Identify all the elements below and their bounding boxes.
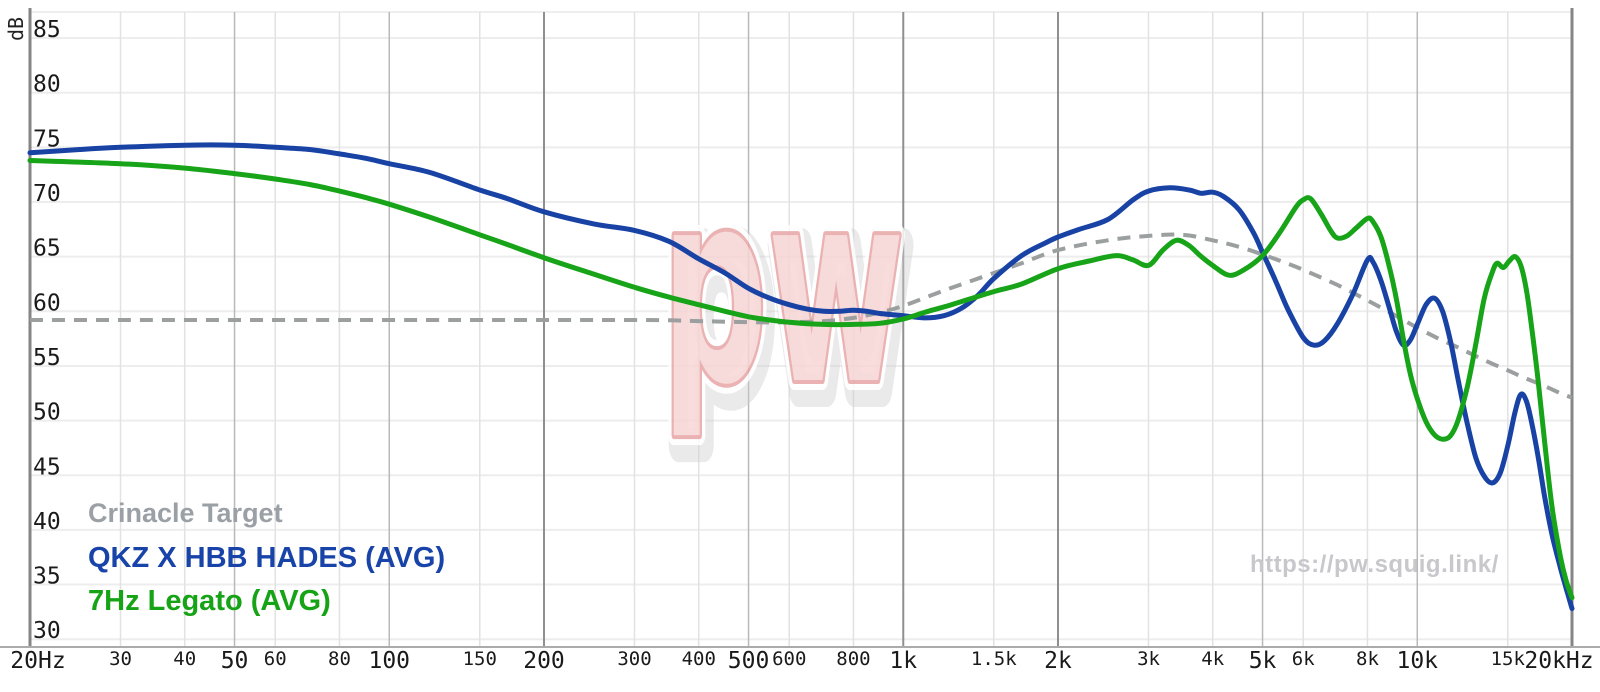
- y-tick-label: 30: [33, 618, 61, 644]
- x-tick-label: 50: [221, 648, 249, 674]
- x-tick-label: 500: [728, 648, 770, 674]
- x-tick-label: 100: [368, 648, 410, 674]
- x-tick-label: 30: [109, 648, 132, 670]
- x-tick-label: 60: [264, 648, 287, 670]
- x-tick-label: 80: [328, 648, 351, 670]
- x-tick-label: 15k: [1491, 648, 1526, 670]
- legend-item-qkz-hbb-hades[interactable]: QKZ X HBB HADES (AVG): [88, 542, 446, 574]
- x-tick-label: 1.5k: [971, 648, 1017, 670]
- curve-crinacle-target: [29, 232, 1573, 400]
- y-tick-label: 50: [33, 400, 61, 426]
- legend-item-crinacle-target[interactable]: Crinacle Target: [88, 498, 283, 528]
- x-tick-label: 200: [523, 648, 565, 674]
- x-gridlines: [28, 8, 1574, 647]
- x-tick-label: 150: [463, 648, 497, 670]
- y-axis-unit-label: dB: [4, 16, 28, 42]
- y-tick-label: 35: [33, 564, 61, 590]
- y-tick-label: 40: [33, 509, 61, 535]
- x-tick-label: 5k: [1249, 648, 1277, 674]
- y-tick-label: 55: [33, 345, 61, 371]
- x-tick-label: 40: [173, 648, 196, 670]
- x-tick-label: 2k: [1044, 648, 1072, 674]
- curve-7hz-legato-avg: [27, 158, 1575, 601]
- x-tick-label: 20kHz: [1524, 648, 1593, 674]
- x-tick-label: 4k: [1201, 648, 1224, 670]
- x-tick-label: 8k: [1356, 648, 1379, 670]
- curves: [27, 142, 1575, 612]
- x-tick-label: 800: [836, 648, 870, 670]
- legend: Crinacle Target QKZ X HBB HADES (AVG) 7H…: [88, 497, 445, 628]
- site-url[interactable]: https://pw.squig.link/: [1250, 551, 1499, 578]
- x-tick-label: 1k: [889, 648, 917, 674]
- x-tick-label: 400: [682, 648, 716, 670]
- pw-watermark: pw: [661, 134, 904, 442]
- pw-watermark: pw: [666, 144, 909, 452]
- y-tick-label: 80: [33, 72, 61, 98]
- x-tick-label: 3k: [1137, 648, 1160, 670]
- y-gridlines: [30, 11, 1572, 641]
- x-tick-label: 600: [772, 648, 806, 670]
- legend-item-7hz-legato[interactable]: 7Hz Legato (AVG): [88, 585, 331, 617]
- x-tick-label: 10k: [1396, 648, 1438, 674]
- pw-watermark: pw: [661, 134, 904, 442]
- x-tick-label: 6k: [1292, 648, 1315, 670]
- x-tick-labels: 20Hz 30 40 50 60 80 100 150 200 300 400 500 600 800 1k…: [10, 648, 1593, 674]
- y-tick-label: 70: [33, 181, 61, 207]
- y-tick-labels: 85 80 75 70 65 60 55 50 45 40 35 30: [33, 17, 61, 644]
- y-tick-label: 85: [33, 17, 61, 43]
- x-tick-label: 20Hz: [10, 648, 65, 674]
- curve-qkz-x-hbb-hades-avg: [27, 142, 1575, 612]
- x-tick-label: 300: [617, 648, 651, 670]
- y-tick-label: 45: [33, 454, 61, 480]
- y-tick-label: 75: [33, 126, 61, 152]
- y-tick-label: 65: [33, 236, 61, 262]
- y-tick-label: 60: [33, 290, 61, 316]
